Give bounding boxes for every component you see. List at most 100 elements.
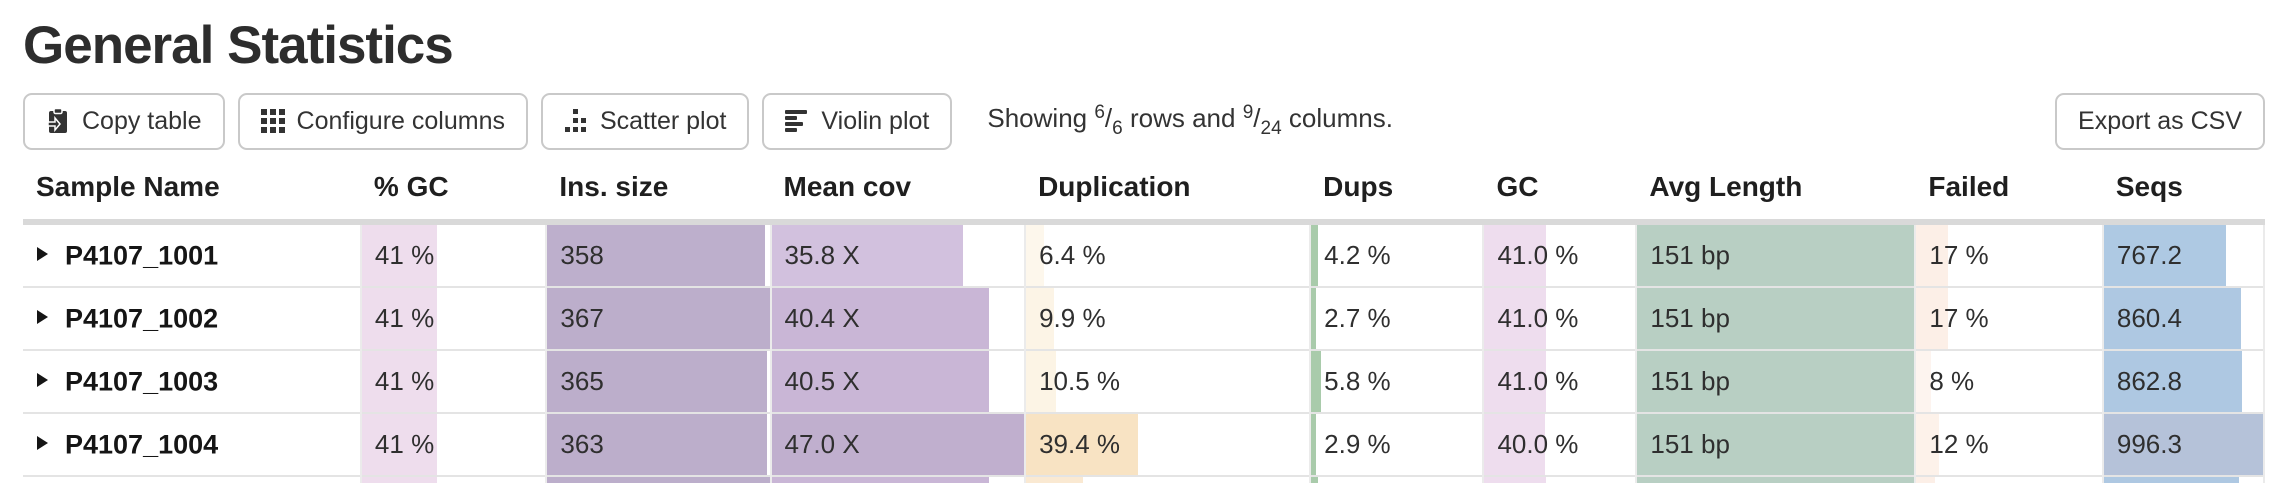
configure-columns-button[interactable]: Configure columns — [237, 92, 528, 150]
violin-plot-button[interactable]: Violin plot — [762, 92, 953, 150]
cell-value: 358 — [560, 239, 604, 270]
expand-row-icon[interactable] — [37, 373, 48, 388]
cell-pct_gc — [359, 474, 547, 483]
cell-value: 17 % — [1929, 302, 1989, 333]
data-bar — [548, 288, 770, 349]
cell-duplication: 39.4 % — [1024, 411, 1311, 476]
sample-name-cell[interactable]: P4107_1003 — [23, 348, 361, 413]
data-bar — [1917, 351, 1932, 412]
data-bar — [2104, 351, 2243, 412]
col-header-sample[interactable]: Sample Name — [23, 164, 361, 225]
copy-table-button[interactable]: Copy table — [23, 92, 225, 150]
cell-value: 17 % — [1929, 239, 1989, 270]
cell-duplication: 10.5 % — [1024, 348, 1311, 413]
data-bar — [1485, 351, 1547, 412]
col-header-ins_size[interactable]: Ins. size — [546, 164, 771, 225]
cell-value: 8 % — [1929, 365, 1975, 396]
data-bar — [1638, 224, 1915, 286]
data-bar — [1638, 351, 1915, 412]
expand-row-icon[interactable] — [37, 310, 48, 325]
col-header-pct_gc[interactable]: % GC — [360, 164, 547, 225]
cell-dups — [1309, 474, 1484, 483]
expand-row-icon[interactable] — [37, 436, 48, 451]
cell-gc: 41.0 % — [1482, 348, 1637, 413]
data-bar — [1485, 477, 1547, 483]
table-row: P4107_1001 41 % 358 35.8 X 6.4 % 4.2 % 41.0 % 1… — [23, 221, 2266, 287]
col-header-mean_cov[interactable]: Mean cov — [770, 164, 1026, 225]
cell-value: 6.4 % — [1039, 239, 1106, 270]
data-bar — [548, 414, 768, 475]
cell-failed: 17 % — [1914, 221, 2103, 287]
table-toolbar: Copy table Configure columns Scatter — [23, 92, 2265, 150]
data-bar — [2104, 224, 2227, 286]
sample-name: P4107_1003 — [65, 366, 219, 397]
cell-avg_length — [1635, 474, 1916, 483]
expand-row-icon[interactable] — [37, 247, 48, 262]
cell-value: 41 % — [374, 428, 435, 459]
cell-dups: 2.9 % — [1309, 411, 1484, 476]
cell-value: 151 bp — [1650, 428, 1730, 459]
cell-value: 41 % — [374, 239, 435, 270]
data-bar — [362, 351, 438, 412]
violin-bars-icon — [785, 109, 809, 133]
col-header-avg_length[interactable]: Avg Length — [1636, 164, 1916, 225]
data-bar — [1027, 414, 1138, 475]
cell-mean_cov: 35.8 X — [769, 221, 1026, 287]
cell-ins_size: 363 — [545, 411, 771, 476]
col-header-duplication[interactable]: Duplication — [1025, 164, 1311, 225]
sample-name-cell[interactable]: P4107_1004 — [23, 411, 361, 476]
data-bar — [548, 477, 770, 483]
export-csv-button[interactable]: Export as CSV — [2055, 92, 2265, 150]
cell-value: 40.5 X — [784, 365, 860, 396]
col-header-gc[interactable]: GC — [1483, 164, 1637, 225]
sample-name: P4107_1004 — [65, 429, 219, 460]
sample-name: P4107_1002 — [65, 303, 219, 334]
rows-word: rows and — [1129, 103, 1236, 134]
showing-summary: Showing 6/6 rows and 9/24 columns. — [987, 102, 1393, 140]
cell-duplication — [1024, 474, 1311, 483]
copy-table-label: Copy table — [82, 106, 202, 135]
table-row: P4107_1004 41 % 363 47.0 X 39.4 % 2.9 % 40.0 %… — [23, 411, 2266, 476]
data-bar — [1917, 414, 1939, 475]
cols-total-count: 24 — [1260, 118, 1282, 140]
rows-total-count: 6 — [1112, 118, 1123, 140]
col-header-seqs[interactable]: Seqs — [2102, 164, 2264, 225]
cell-pct_gc: 41 % — [359, 348, 547, 413]
cell-ins_size: 358 — [545, 221, 771, 287]
data-bar — [772, 224, 964, 286]
data-bar — [548, 224, 766, 286]
cell-duplication: 9.9 % — [1024, 285, 1311, 350]
cell-value: 40.4 X — [784, 302, 860, 333]
data-bar — [1027, 288, 1055, 349]
cell-seqs: 860.4 — [2101, 285, 2266, 350]
cell-seqs: 862.8 — [2101, 348, 2266, 413]
cell-failed: 8 % — [1914, 348, 2103, 413]
data-bar — [2104, 414, 2262, 475]
scatter-plot-button[interactable]: Scatter plot — [540, 92, 750, 150]
data-bar — [1312, 224, 1319, 286]
data-bar — [1638, 477, 1915, 483]
data-bar — [1638, 414, 1915, 475]
cell-mean_cov: 40.4 X — [769, 285, 1026, 350]
general-statistics-table: Sample Name% GC Ins. size Mean cov Duplicat… — [23, 164, 2266, 483]
sample-name-cell[interactable]: P4107_1001 — [23, 222, 361, 287]
cell-dups: 4.2 % — [1309, 221, 1484, 287]
cell-value: 40.0 % — [1497, 428, 1579, 459]
data-bar — [1027, 224, 1045, 286]
data-bar — [1312, 351, 1322, 412]
cell-value: 151 bp — [1650, 239, 1730, 270]
col-header-dups[interactable]: Dups — [1310, 164, 1484, 225]
cell-failed — [1914, 474, 2103, 483]
data-bar — [1485, 288, 1547, 349]
clipboard-icon — [46, 108, 70, 134]
cell-value: 41 % — [374, 365, 435, 396]
data-bar — [1027, 477, 1083, 483]
cell-value: 151 bp — [1650, 365, 1730, 396]
scatter-plot-label: Scatter plot — [599, 106, 727, 135]
data-bar — [772, 477, 989, 483]
col-header-failed[interactable]: Failed — [1915, 164, 2103, 225]
data-bar — [1917, 224, 1948, 286]
cell-pct_gc: 41 % — [359, 411, 547, 476]
sample-name-cell[interactable]: P4107_1002 — [23, 285, 361, 350]
cell-gc: 40.0 % — [1482, 411, 1637, 476]
